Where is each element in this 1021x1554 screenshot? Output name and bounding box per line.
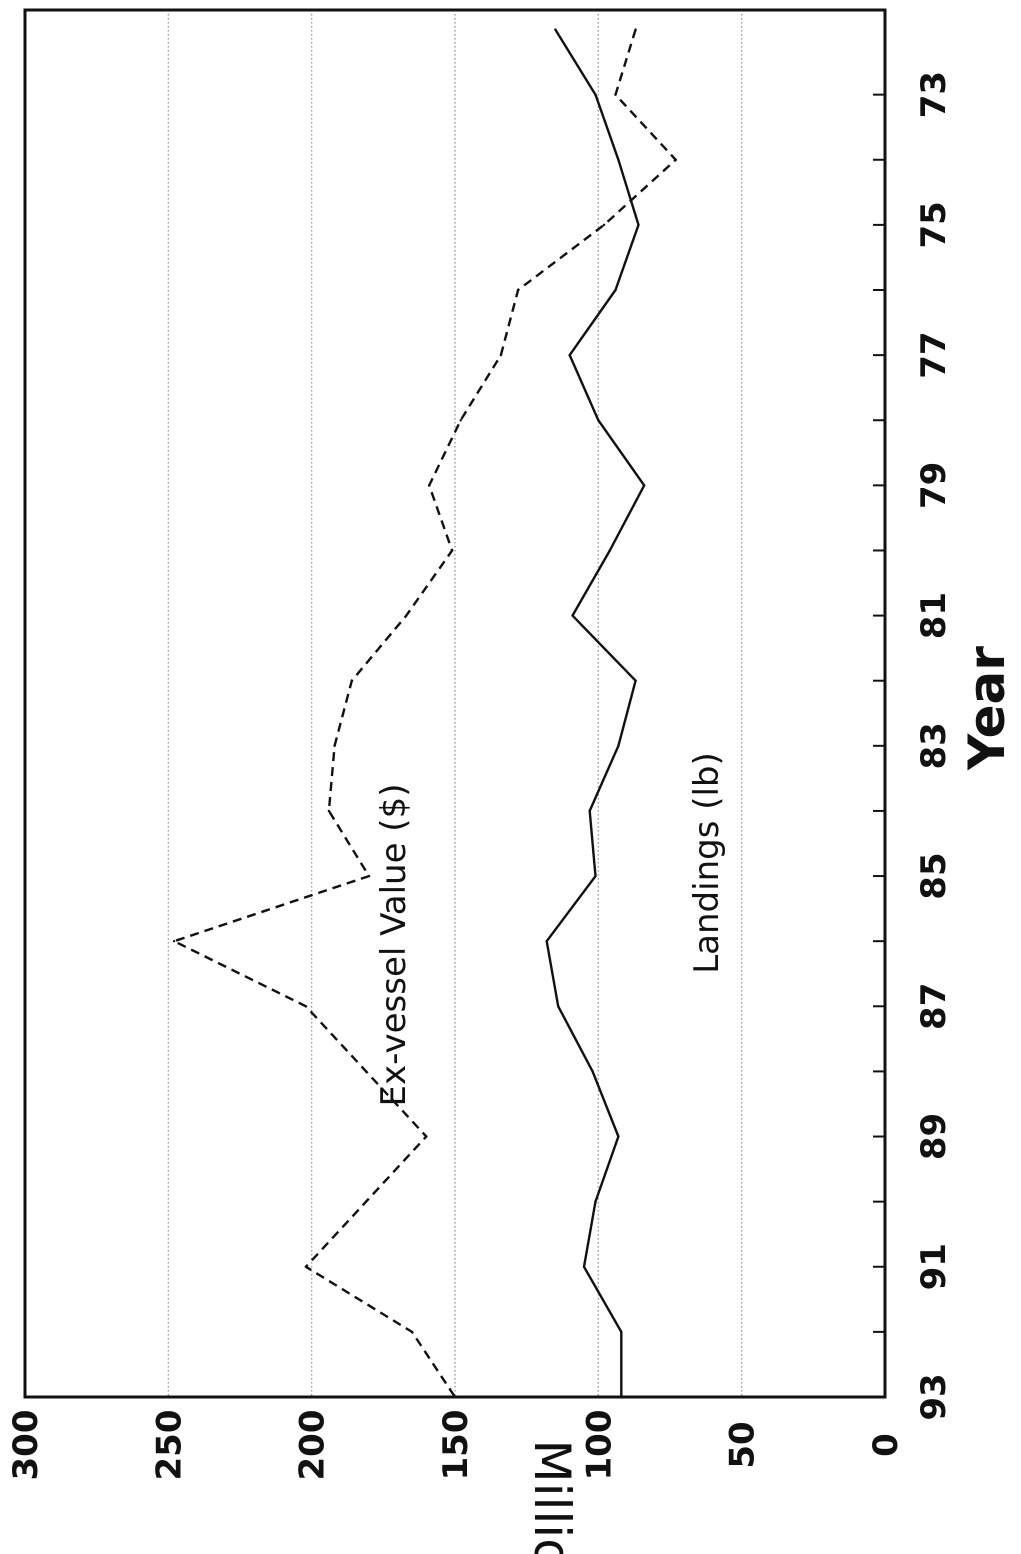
x-tick-label-77: 77 xyxy=(914,331,954,378)
x-tick-label-75: 75 xyxy=(914,201,954,248)
x-tick-label-91: 91 xyxy=(914,1243,954,1290)
data-point-landings-84 xyxy=(588,809,591,813)
x-tick-label-79: 79 xyxy=(914,462,954,509)
data-point-landings-78 xyxy=(597,419,600,422)
x-axis-ticks xyxy=(873,93,885,1398)
data-point-value-82 xyxy=(350,679,353,682)
data-point-landings-76 xyxy=(614,288,617,292)
data-point-landings-90 xyxy=(594,1200,597,1203)
data-point-landings-75 xyxy=(637,223,640,227)
data-point-landings-92 xyxy=(620,1330,623,1334)
data-point-value-84 xyxy=(327,809,331,813)
data-point-landings-86 xyxy=(545,939,548,943)
series-line-ex-vessel-value xyxy=(172,29,677,1398)
series-lines xyxy=(172,28,677,1399)
y-axis-tick-labels: 0 50 100 150 200 250 300 xyxy=(6,1410,906,1481)
x-tick-label-85: 85 xyxy=(914,852,954,899)
x-tick-label-83: 83 xyxy=(914,722,954,769)
data-point-landings-77 xyxy=(568,353,571,357)
data-point-landings-81 xyxy=(571,614,574,617)
data-point-value-77 xyxy=(499,353,503,357)
data-point-value-80 xyxy=(450,549,454,552)
data-point-landings-80 xyxy=(608,549,611,552)
data-point-value-83 xyxy=(333,744,336,748)
data-point-value-90 xyxy=(364,1200,368,1203)
y-tick-label-100: 100 xyxy=(579,1410,619,1481)
data-point-landings-74 xyxy=(617,158,620,161)
series-label-landings: Landings (lb) xyxy=(687,752,727,974)
data-point-value-81 xyxy=(405,614,408,617)
data-point-value-91 xyxy=(304,1265,308,1268)
data-point-value-79 xyxy=(428,484,431,487)
data-point-landings-93 xyxy=(620,1395,623,1399)
data-point-landings-85 xyxy=(594,874,597,878)
x-tick-label-73: 73 xyxy=(914,71,954,118)
data-point-value-74 xyxy=(674,158,677,161)
y-axis-title: Millions xyxy=(523,1439,581,1554)
data-point-value-85 xyxy=(367,874,371,878)
data-point-landings-83 xyxy=(617,744,620,748)
x-axis-tick-labels: 73 75 77 79 81 83 85 87 89 91 93 xyxy=(914,71,954,1421)
y-tick-label-300: 300 xyxy=(6,1410,46,1481)
data-point-value-86 xyxy=(172,939,176,943)
x-tick-label-89: 89 xyxy=(914,1113,954,1160)
y-tick-label-200: 200 xyxy=(293,1410,333,1481)
data-point-landings-91 xyxy=(582,1265,586,1268)
data-point-value-87 xyxy=(304,1005,308,1008)
x-axis-title: Year xyxy=(958,646,1016,771)
y-tick-label-250: 250 xyxy=(149,1410,189,1481)
y-tick-label-150: 150 xyxy=(436,1410,476,1481)
data-point-landings-82 xyxy=(634,679,637,682)
data-point-value-92 xyxy=(410,1330,414,1334)
data-point-value-93 xyxy=(453,1395,457,1399)
x-tick-label-81: 81 xyxy=(914,592,954,639)
data-point-value-76 xyxy=(516,288,520,292)
data-point-value-88 xyxy=(364,1070,368,1073)
data-point-landings-73 xyxy=(594,93,597,96)
series-label-ex-vessel-value: Ex-vessel Value ($) xyxy=(374,784,414,1107)
x-tick-label-93: 93 xyxy=(914,1373,954,1420)
data-point-value-75 xyxy=(602,223,606,227)
data-point-landings-72 xyxy=(554,28,557,31)
x-tick-label-87: 87 xyxy=(914,983,954,1030)
series-line-landings xyxy=(545,28,646,1397)
data-point-value-78 xyxy=(459,419,462,422)
y-tick-label-50: 50 xyxy=(723,1421,763,1468)
data-point-value-89 xyxy=(425,1135,428,1138)
data-point-value-72 xyxy=(634,28,637,31)
gridlines xyxy=(167,10,743,1397)
data-point-landings-88 xyxy=(591,1070,594,1073)
data-point-value-73 xyxy=(614,93,617,96)
data-point-landings-79 xyxy=(643,484,646,487)
data-point-landings-87 xyxy=(557,1005,560,1008)
y-tick-label-0: 0 xyxy=(866,1433,906,1457)
data-point-landings-89 xyxy=(617,1135,620,1138)
